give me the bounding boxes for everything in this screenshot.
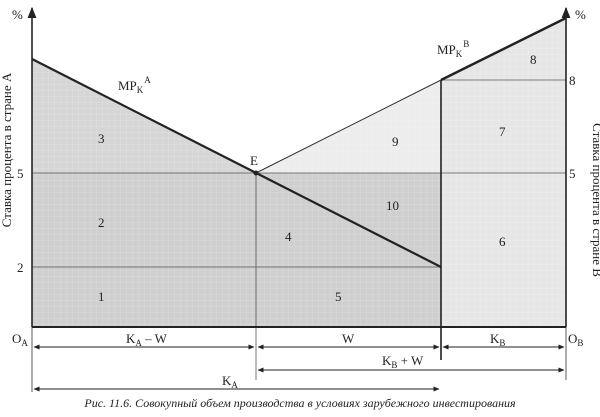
figure-caption: Рис. 11.6. Совокупный объем производства… (84, 396, 516, 410)
right-unit-label: % (575, 7, 586, 22)
left-axis-title: Ставка процента в стране А (0, 72, 14, 227)
region-4-label: 4 (285, 229, 292, 244)
left-tick-2: 2 (17, 260, 24, 275)
origin-a-label: OA (12, 331, 28, 348)
region-6-label: 6 (499, 234, 506, 249)
dim-kb-plus-w-label: KB + W (382, 353, 424, 370)
origin-b-label: OB (568, 331, 583, 348)
region-5-label: 5 (335, 289, 342, 304)
left-tick-5: 5 (17, 166, 24, 181)
mpk-b-curve-thick (440, 16, 567, 82)
region-9-label: 9 (392, 134, 399, 149)
dim-ka-label: KA (222, 373, 238, 390)
right-tick-5: 5 (569, 166, 576, 181)
mpk-b-label: MPKB (437, 39, 469, 59)
right-axis-title: Ставка процента в стране В (590, 123, 600, 277)
right-tick-8: 8 (569, 73, 576, 88)
region-8-label: 8 (530, 52, 537, 67)
grid-texture (32, 18, 566, 327)
mpk-a-label: MPKA (118, 75, 151, 95)
region-2-label: 2 (98, 215, 105, 230)
dim-w-label: W (342, 331, 355, 346)
mpk-a-curve (31, 58, 442, 268)
region-3-label: 3 (98, 131, 105, 146)
dim-ka-minus-w-label: KA – W (126, 331, 168, 348)
equilibrium-label: E (250, 153, 258, 168)
mpk-b-curve-thin (255, 79, 442, 174)
region-1-label: 1 (98, 289, 105, 304)
left-unit-label: % (12, 7, 23, 22)
equilibrium-point (253, 170, 259, 176)
dim-kb-label: KB (490, 331, 505, 348)
region-10-label: 10 (386, 198, 399, 213)
region-7-label: 7 (499, 124, 506, 139)
